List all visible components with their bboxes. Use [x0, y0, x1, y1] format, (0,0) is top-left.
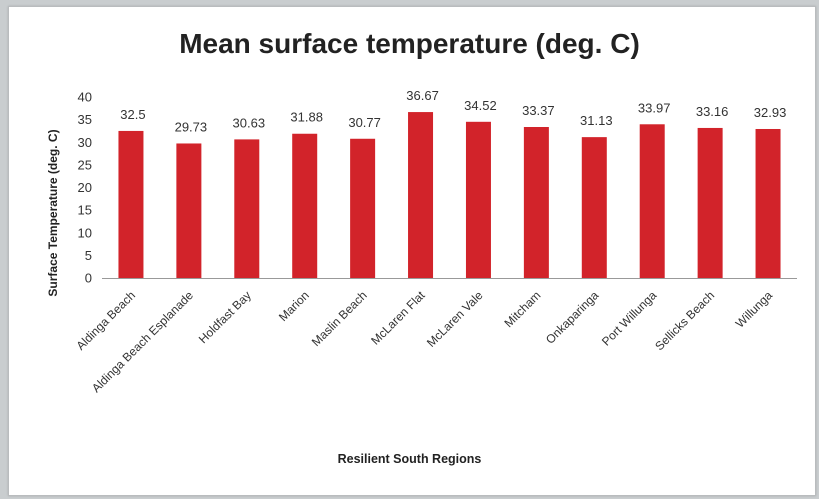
- bar: [698, 128, 723, 278]
- y-tick-label: 0: [85, 271, 92, 286]
- data-label: 31.88: [290, 110, 323, 125]
- y-tick-label: 35: [78, 112, 92, 127]
- y-tick-label: 10: [78, 225, 92, 240]
- data-label: 36.67: [406, 88, 439, 103]
- bar: [118, 131, 143, 278]
- bar: [582, 137, 607, 278]
- category-label: Holdfast Bay: [196, 288, 254, 346]
- data-label: 32.5: [120, 107, 145, 122]
- y-axis-label: Surface Temperature (deg. C): [46, 129, 60, 296]
- category-label: Aldinga Beach: [73, 288, 138, 353]
- y-tick-label: 5: [85, 248, 92, 263]
- bar: [640, 124, 665, 278]
- category-label: Maslin Beach: [309, 288, 370, 349]
- data-label: 33.16: [696, 104, 729, 119]
- bar: [234, 139, 259, 278]
- data-labels: 32.5 29.73 30.63 31.88 30.77 36.67 34.52 33.37 3…: [120, 88, 786, 134]
- category-label: Aldinga Beach Esplanade: [89, 288, 196, 395]
- bar: [524, 127, 549, 278]
- bar: [292, 134, 317, 278]
- y-tick-labels: 0 5 10 15 20 25 30 35 40: [78, 90, 92, 286]
- data-label: 33.37: [522, 103, 555, 118]
- category-label: McLaren Vale: [424, 288, 486, 350]
- bar: [350, 139, 375, 278]
- data-label: 34.52: [464, 98, 497, 113]
- data-label: 33.97: [638, 100, 671, 115]
- category-label: Onkaparinga: [543, 288, 602, 347]
- y-tick-label: 20: [78, 180, 92, 195]
- bar: [756, 129, 781, 278]
- data-label: 32.93: [754, 105, 787, 120]
- category-label: Mitcham: [502, 288, 544, 330]
- bar: [466, 122, 491, 278]
- bars: [118, 112, 780, 278]
- category-label: McLaren Flat: [368, 288, 428, 348]
- data-label: 31.13: [580, 113, 613, 128]
- category-label: Willunga: [733, 288, 776, 331]
- y-tick-label: 25: [78, 157, 92, 172]
- y-tick-label: 40: [78, 90, 92, 105]
- data-label: 29.73: [175, 119, 208, 134]
- category-label: Port Willunga: [599, 288, 660, 349]
- y-tick-label: 30: [78, 135, 92, 150]
- bar: [176, 143, 201, 278]
- bar: [408, 112, 433, 278]
- category-label: Sellicks Beach: [652, 288, 717, 353]
- y-tick-label: 15: [78, 203, 92, 218]
- data-label: 30.77: [348, 115, 381, 130]
- data-label: 30.63: [233, 115, 266, 130]
- category-label: Marion: [276, 288, 312, 324]
